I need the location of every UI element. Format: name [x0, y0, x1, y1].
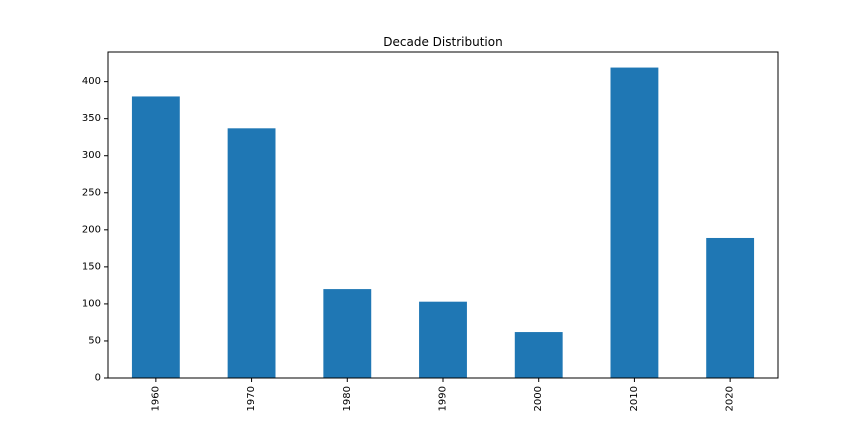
x-tick-label-1960: 1960: [150, 386, 161, 411]
plot-frame: [107, 51, 779, 379]
x-tick-label-2010: 2010: [629, 386, 640, 411]
y-tick-label-300: 300: [82, 150, 101, 161]
y-tick-label-150: 150: [82, 261, 101, 272]
bar-2000: [514, 332, 563, 378]
x-tick-label-2000: 2000: [533, 386, 544, 411]
x-tick-label-2020: 2020: [725, 386, 736, 411]
bar-group: [131, 67, 755, 378]
bar-2010: [610, 67, 659, 378]
y-tick-label-50: 50: [88, 335, 101, 346]
bar-1960: [131, 96, 180, 378]
y-tick-label-250: 250: [82, 187, 101, 198]
chart-title: Decade Distribution: [383, 35, 502, 49]
y-tick-label-200: 200: [82, 224, 101, 235]
y-tick-label-0: 0: [95, 373, 101, 384]
y-tick-label-400: 400: [82, 76, 101, 87]
y-axis: 0 50 100 150 200 250 300 350 400: [82, 76, 108, 384]
x-axis: 1960 1970 1980 1990 2000 2010 2020: [150, 378, 736, 411]
bar-2020: [706, 237, 755, 378]
bar-1990: [419, 301, 467, 378]
x-tick-label-1990: 1990: [438, 386, 449, 411]
bar-1980: [323, 289, 372, 378]
y-tick-label-100: 100: [82, 298, 101, 309]
x-tick-label-1970: 1970: [246, 386, 257, 411]
x-tick-label-1980: 1980: [342, 386, 353, 411]
bar-1970: [227, 128, 276, 378]
y-tick-label-350: 350: [82, 113, 101, 124]
